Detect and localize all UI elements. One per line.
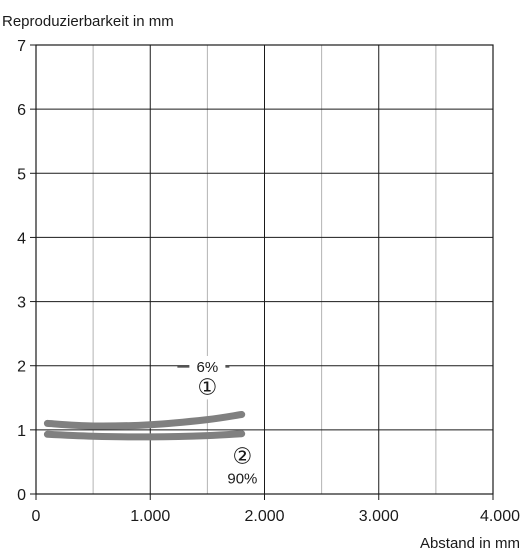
series-2-label-bg [222,467,263,488]
y-tick-label: 7 [17,38,26,55]
annotations: 6%① ②90% [177,355,263,488]
series-2-label: 90% [227,471,257,488]
x-tick-label: 2.000 [244,508,284,525]
tick-labels: 0 1 2 3 4 5 6 7 0 1.000 2.000 3.000 4.000 [17,38,520,525]
y-tick-label: 6 [17,102,26,119]
series-1-label-bg [189,355,226,376]
x-tick-label: 1.000 [130,508,170,525]
x-tick-label: 0 [32,508,41,525]
x-axis-title: Abstand in mm [420,535,520,552]
series-1-label: 6% [197,359,219,376]
y-tick-label: 4 [17,230,26,247]
grid-layer [36,45,493,494]
series-2-marker: ② [233,445,253,470]
series-2-marker-bg [228,442,257,469]
y-tick-label: 0 [17,487,26,504]
y-axis-title: Reproduzierbarkeit in mm [2,13,174,30]
series-line-2 [43,430,246,441]
x-tick-label: 3.000 [359,508,399,525]
y-tick-label: 1 [17,423,26,440]
y-tick-label: 5 [17,166,26,183]
x-tick-label: 4.000 [480,508,520,525]
series-1-marker: ① [198,375,218,400]
series-layer [43,411,246,441]
series-1-marker-bg [193,373,222,400]
series-line-1 [43,411,246,430]
y-tick-label: 3 [17,295,26,312]
y-tick-label: 2 [17,359,26,376]
plot-frame [30,44,494,500]
